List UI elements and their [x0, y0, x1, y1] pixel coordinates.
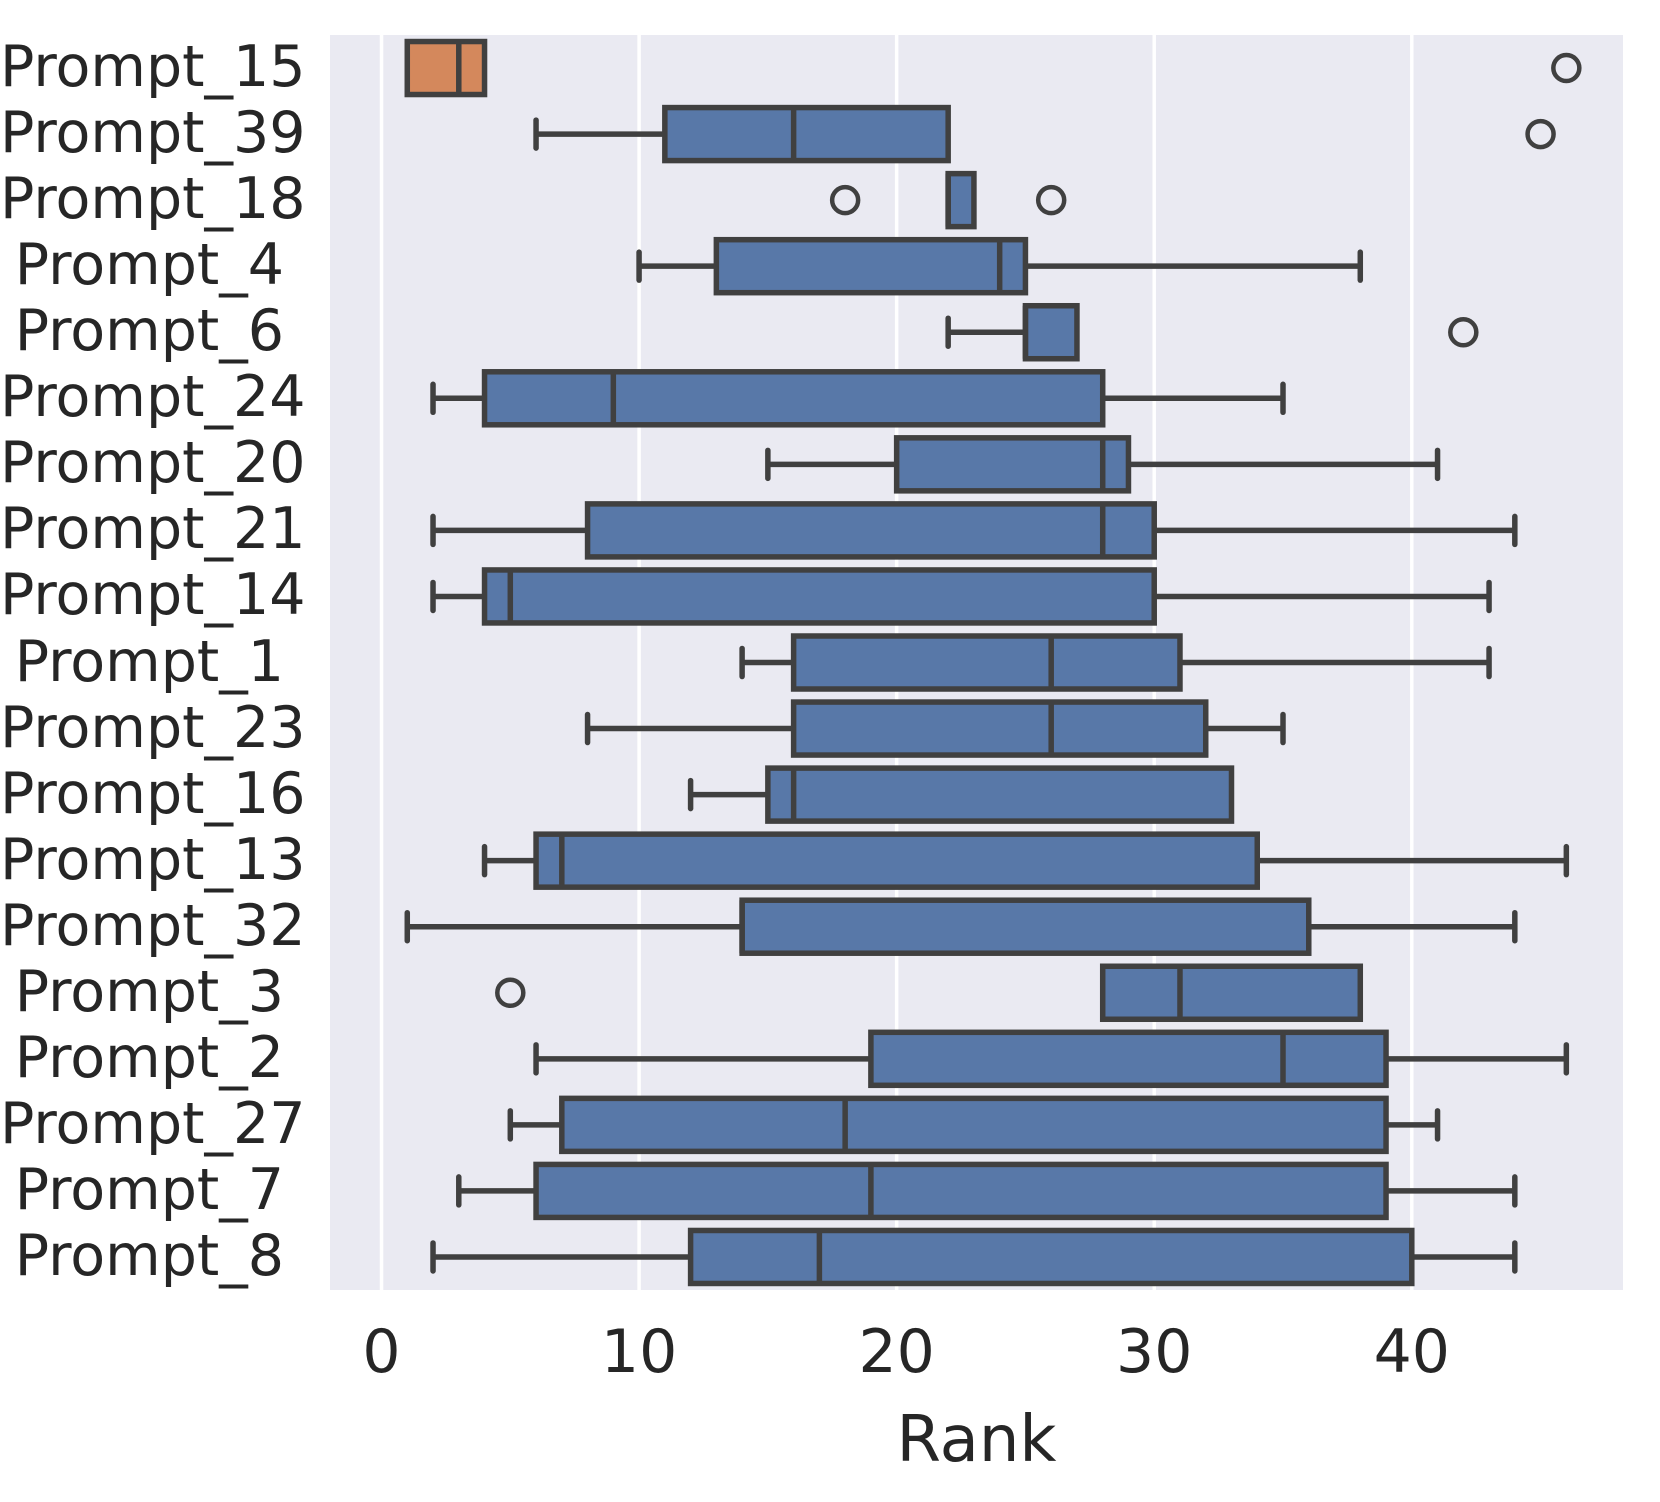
x-tick-label-40: 40 [1373, 1317, 1450, 1387]
box-Prompt_7 [533, 1161, 1389, 1221]
box-Prompt_23 [790, 699, 1209, 758]
box-Prompt_24 [481, 369, 1106, 428]
y-tick-label-Prompt_21: Prompt_21 [0, 496, 306, 563]
y-tick-label-Prompt_16: Prompt_16 [0, 760, 306, 827]
box-Prompt_20 [893, 435, 1132, 494]
box-Prompt_27 [559, 1095, 1389, 1155]
x-axis-ticks: 0 10 20 30 40 [330, 1322, 1623, 1402]
box-Prompt_32 [739, 897, 1312, 956]
outlier-Prompt_6-0 [1448, 316, 1479, 348]
x-tick-label-0: 0 [362, 1317, 401, 1387]
y-tick-label-Prompt_20: Prompt_20 [0, 430, 306, 497]
box-Prompt_18 [945, 170, 977, 230]
plot-area [330, 35, 1623, 1290]
y-tick-label-Prompt_15: Prompt_15 [0, 34, 306, 101]
x-tick-label-10: 10 [600, 1317, 678, 1387]
box-Prompt_4 [713, 236, 1029, 296]
box-Prompt_2 [868, 1029, 1389, 1089]
box-Prompt_13 [533, 831, 1261, 890]
outlier-Prompt_15-0 [1551, 52, 1582, 84]
box-Prompt_8 [687, 1227, 1415, 1287]
y-tick-label-Prompt_8: Prompt_8 [14, 1222, 284, 1289]
y-tick-label-Prompt_3: Prompt_3 [14, 958, 284, 1025]
box-Prompt_3 [1099, 963, 1364, 1023]
y-tick-label-Prompt_32: Prompt_32 [0, 892, 306, 959]
box-Prompt_21 [584, 501, 1157, 560]
box-Prompt_14 [481, 567, 1157, 626]
box-Prompt_1 [790, 633, 1183, 692]
y-tick-label-Prompt_4: Prompt_4 [14, 232, 284, 299]
x-tick-label-30: 30 [1116, 1317, 1193, 1387]
y-tick-label-Prompt_39: Prompt_39 [0, 100, 306, 167]
outlier-Prompt_18-0 [829, 184, 861, 216]
y-tick-label-Prompt_1: Prompt_1 [14, 628, 284, 695]
x-axis-title: Rank [896, 1403, 1057, 1477]
box-Prompt_15 [404, 38, 488, 98]
y-tick-label-Prompt_23: Prompt_23 [0, 694, 306, 761]
outlier-Prompt_39-0 [1525, 118, 1556, 150]
outlier-Prompt_3-0 [495, 977, 526, 1009]
y-axis-labels: Prompt_15 Prompt_39 Prompt_18 Prompt_4 Promp… [0, 35, 306, 1290]
outlier-Prompt_18-1 [1035, 184, 1067, 216]
y-tick-label-Prompt_14: Prompt_14 [0, 562, 306, 629]
x-tick-label-20: 20 [858, 1317, 935, 1387]
y-tick-label-Prompt_2: Prompt_2 [14, 1024, 284, 1091]
y-tick-label-Prompt_24: Prompt_24 [0, 364, 306, 431]
y-tick-label-Prompt_13: Prompt_13 [0, 826, 306, 893]
y-tick-label-Prompt_27: Prompt_27 [0, 1090, 306, 1157]
y-tick-label-Prompt_6: Prompt_6 [14, 298, 284, 365]
box-Prompt_16 [765, 765, 1235, 824]
box-Prompt_6 [1022, 302, 1080, 362]
box-Prompt_39 [662, 104, 951, 164]
y-tick-label-Prompt_7: Prompt_7 [14, 1156, 284, 1223]
y-tick-label-Prompt_18: Prompt_18 [0, 166, 306, 233]
